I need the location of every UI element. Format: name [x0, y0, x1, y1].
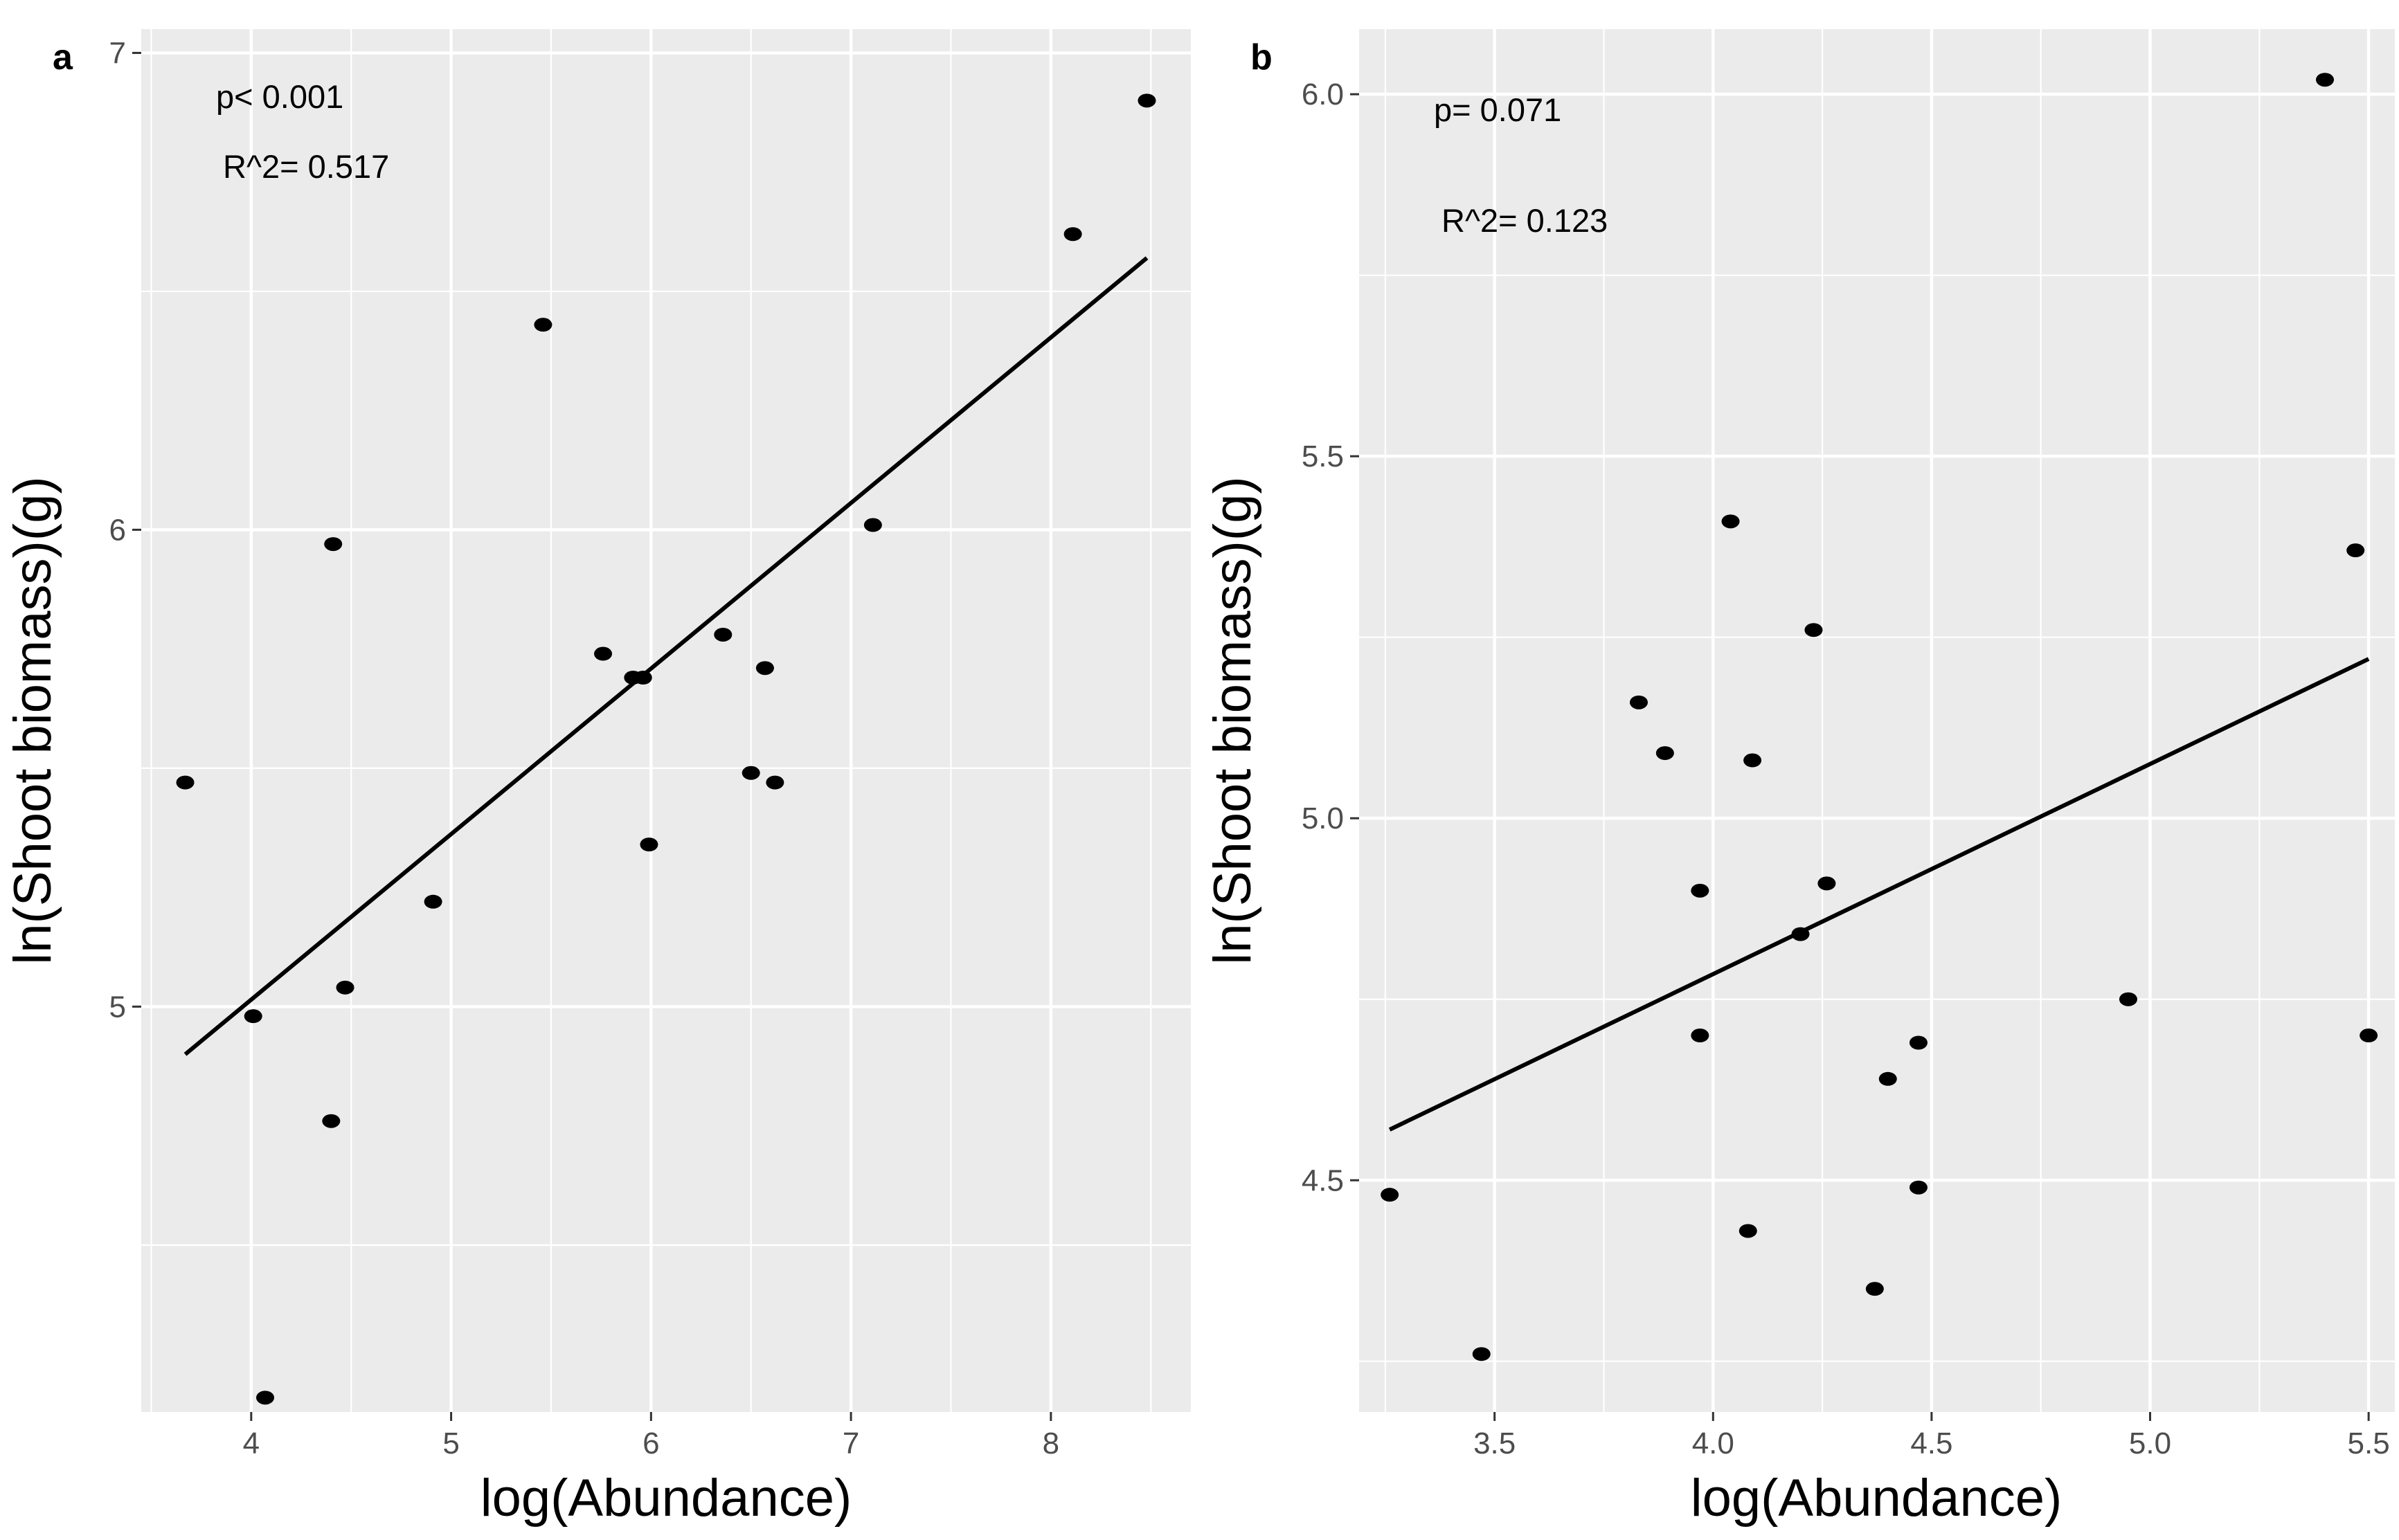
- panel-b-point-16: [2119, 992, 2137, 1006]
- panel-a-point-4: [324, 537, 343, 552]
- panel-b-grid: [1359, 29, 2395, 1412]
- panel-b-y-tick-label-2: 5.5: [1302, 440, 1344, 473]
- panel-b-regression-line: [1388, 657, 2370, 1132]
- panel-b-point-14: [1909, 1035, 1928, 1050]
- panel-a-x-tick-label-3: 7: [843, 1426, 859, 1460]
- panel-a-y-tick-label-0: 5: [109, 990, 126, 1024]
- panel-a-point-10: [634, 670, 652, 685]
- panel-a-x-tick-label-1: 5: [442, 1426, 459, 1460]
- panel-a-background: [141, 29, 1191, 1412]
- panel-b-y-axis-title: ln(Shoot biomass)(g): [1203, 476, 1262, 964]
- panel-b-point-19: [2360, 1029, 2378, 1043]
- panel-b-tick-labels: 3.5 4.0 4.5 5.0 5.5 4.5 5.0 5.5 6.0: [1302, 78, 2390, 1460]
- panel-a-point-16: [863, 518, 882, 532]
- panel-a-point-15: [766, 775, 784, 790]
- panel-a-point-7: [534, 318, 552, 332]
- panel-a-point-2: [256, 1390, 275, 1405]
- panel-a-tick-labels: 4 5 6 7 8 5 6 7: [109, 36, 1060, 1460]
- panel-b-point-6: [1721, 514, 1740, 529]
- panel-a-point-12: [714, 627, 733, 642]
- panel-b-x-axis-title: log(Abundance): [1691, 1469, 2063, 1528]
- panel-a-x-tick-label-4: 8: [1043, 1426, 1059, 1460]
- panel-a-grid: [141, 29, 1191, 1412]
- panel-b-x-tick-label-4: 5.5: [2348, 1426, 2390, 1460]
- panel-b-x-tick-label-1: 4.0: [1692, 1426, 1734, 1460]
- panel-b-point-12: [1865, 1282, 1884, 1296]
- panel-b-point-10: [1804, 623, 1823, 637]
- panel-b-point-11: [1817, 876, 1836, 891]
- panel-a-x-tick-label-0: 4: [243, 1426, 260, 1460]
- panel-a-x-tick-label-2: 6: [643, 1426, 659, 1460]
- panel-a-regression-line: [183, 256, 1149, 1056]
- panel-a-point-18: [1138, 93, 1156, 108]
- panel-b-y-tick-label-0: 4.5: [1302, 1163, 1344, 1197]
- panel-b-point-2: [1629, 695, 1648, 709]
- panel-a-y-tick-label-2: 7: [109, 36, 126, 70]
- panel-a-tag: a: [53, 37, 73, 78]
- panel-b-r-squared: R^2= 0.123: [1441, 202, 1608, 239]
- panel-b-point-8: [1743, 753, 1762, 768]
- panel-a-point-14: [755, 661, 774, 676]
- panel-b: 3.5 4.0 4.5 5.0 5.5 4.5 5.0 5.5 6.0 b p= 0.071 R…: [1203, 29, 2395, 1528]
- panel-b-y-tick-label-3: 6.0: [1302, 78, 1344, 111]
- panel-a-point-8: [594, 646, 613, 661]
- panel-b-point-15: [1909, 1180, 1928, 1195]
- panel-a-x-axis-title: log(Abundance): [480, 1469, 852, 1528]
- panel-b-point-5: [1691, 1029, 1709, 1043]
- panel-a-point-11: [640, 837, 658, 852]
- panel-a-p-value: p< 0.001: [216, 78, 343, 115]
- panel-b-tag: b: [1250, 37, 1273, 78]
- panel-b-point-0: [1381, 1188, 1399, 1202]
- panel-a-ticks: [132, 51, 1052, 1421]
- panel-b-point-9: [1791, 927, 1810, 941]
- panel-b-point-7: [1738, 1224, 1757, 1238]
- panel-b-x-tick-label-0: 3.5: [1473, 1426, 1516, 1460]
- panel-a-point-3: [322, 1114, 341, 1128]
- panel-b-point-4: [1691, 883, 1709, 898]
- panel-b-x-tick-label-3: 5.0: [2129, 1426, 2171, 1460]
- panel-a-point-17: [1063, 227, 1082, 242]
- panel-b-p-value: p= 0.071: [1434, 91, 1561, 128]
- panel-a-point-13: [742, 766, 760, 780]
- panel-b-ticks: [1350, 93, 2370, 1421]
- panel-a-point-0: [176, 775, 195, 790]
- panel-a-y-axis-title: ln(Shoot biomass)(g): [3, 476, 62, 964]
- panel-b-point-3: [1655, 746, 1674, 761]
- panel-b-x-tick-label-2: 4.5: [1910, 1426, 1952, 1460]
- panel-b-point-18: [2346, 543, 2365, 558]
- panel-a-y-tick-label-1: 6: [109, 513, 126, 547]
- panel-a-point-6: [424, 894, 442, 909]
- panel-a-points: [176, 93, 1156, 1405]
- panel-a-point-5: [336, 980, 354, 995]
- panel-b-point-1: [1472, 1347, 1491, 1361]
- panel-a: 4 5 6 7 8 5 6 7 a p< 0.001 R^2= 0.517 log(Abund…: [3, 29, 1191, 1528]
- panel-a-point-1: [244, 1009, 262, 1024]
- panel-b-point-17: [2316, 73, 2335, 87]
- panel-b-y-tick-label-1: 5.0: [1302, 801, 1344, 835]
- panel-b-points: [1381, 73, 2378, 1361]
- panel-b-point-13: [1878, 1071, 1897, 1086]
- panel-a-r-squared: R^2= 0.517: [223, 148, 389, 185]
